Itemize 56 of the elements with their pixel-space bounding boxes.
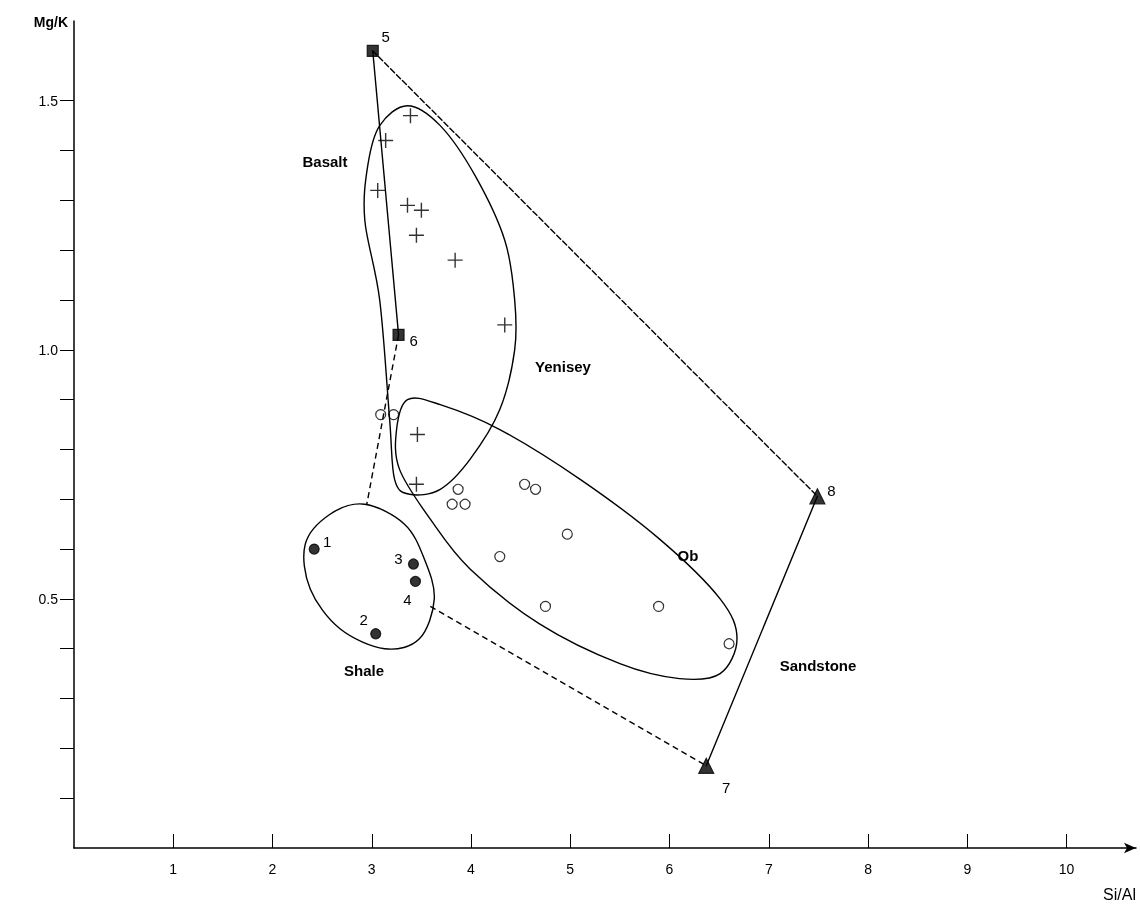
annotation: 2 [359, 611, 368, 629]
annotation: Sandstone [779, 656, 857, 674]
x-tick-label: 1 [169, 861, 178, 877]
x-tick-label: 2 [268, 861, 277, 877]
point [402, 107, 419, 124]
point [446, 498, 458, 510]
point [409, 426, 426, 443]
x-tick-label: 8 [864, 861, 873, 877]
annotation: 4 [403, 590, 412, 608]
point [308, 543, 320, 555]
point [723, 638, 735, 650]
point [366, 44, 379, 57]
annotation: Shale [343, 661, 385, 679]
point [408, 476, 425, 493]
x-tick-label: 7 [764, 861, 773, 877]
point [459, 498, 471, 510]
annotation: 5 [381, 28, 390, 46]
annotation: 7 [722, 779, 731, 797]
annotation: 1 [323, 532, 332, 550]
point [496, 316, 513, 334]
x-tick-label: 3 [367, 861, 376, 877]
x-tick-label: 6 [665, 861, 674, 877]
point [653, 600, 665, 612]
annotation: 8 [827, 481, 836, 499]
x-tick-label: 4 [467, 861, 476, 877]
point [370, 628, 382, 640]
point [369, 182, 386, 199]
y-axis-title: Mg/K [33, 14, 68, 30]
point [377, 132, 394, 149]
y-tick-label: 0.5 [38, 590, 59, 607]
point [392, 328, 405, 341]
point [408, 227, 425, 244]
annotation: 3 [394, 549, 403, 567]
point [407, 558, 420, 570]
point [452, 483, 464, 495]
x-tick-label: 5 [566, 861, 575, 877]
x-axis-title: Si/Al [1103, 885, 1136, 903]
point [539, 600, 552, 612]
point [399, 197, 416, 214]
point [409, 575, 422, 588]
x-tick-label: 9 [963, 861, 972, 877]
annotation: Basalt [302, 152, 348, 170]
point [529, 483, 542, 495]
y-tick-label: 1.0 [38, 341, 59, 358]
point [809, 488, 826, 505]
annotation: Yenisey [535, 357, 592, 375]
point [698, 757, 715, 774]
point [494, 550, 506, 563]
y-tick-label: 1.5 [38, 92, 59, 109]
point [561, 528, 573, 540]
annotation: 6 [409, 332, 418, 350]
point [446, 251, 464, 269]
x-tick-label: 10 [1058, 861, 1075, 877]
point [413, 202, 430, 219]
point [519, 478, 531, 490]
annotation: Ob [677, 546, 699, 564]
